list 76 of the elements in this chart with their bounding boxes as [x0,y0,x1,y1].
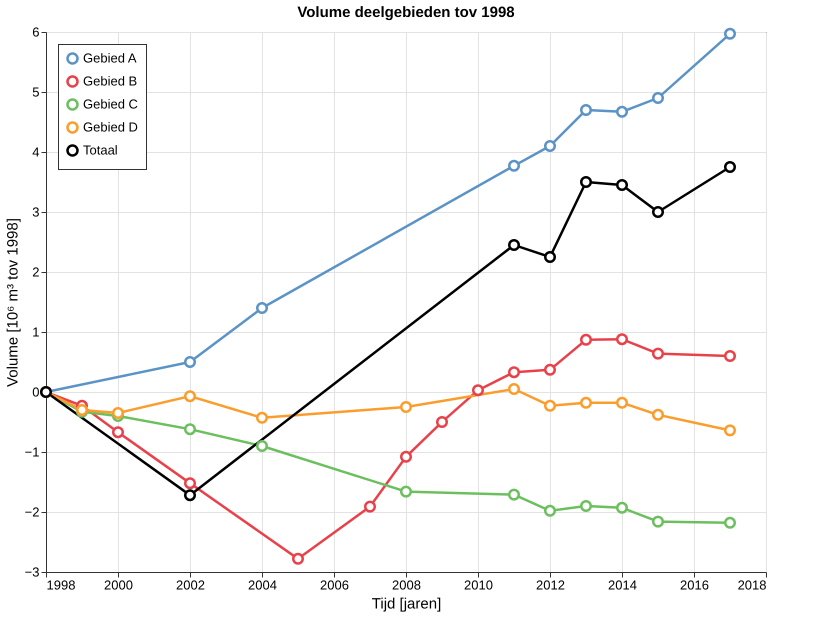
point [508,488,520,501]
point [400,450,412,463]
point [256,302,268,314]
y-tick-label: −2 [24,504,40,520]
point [400,401,412,413]
point [184,356,196,368]
x-tick-label: 2004 [248,578,277,592]
point [400,486,412,498]
point [184,390,196,402]
legend-label: Gebied D [83,120,138,134]
point [436,416,448,428]
point [184,477,196,490]
y-axis-title: Volume [10⁶ m³ tov 1998] [4,218,22,387]
point [580,176,592,188]
x-tick-label: 2010 [464,578,493,592]
point [616,502,628,514]
point [184,489,196,502]
point [652,408,664,421]
y-tick-label: −3 [24,564,40,580]
point [256,440,268,452]
x-axis-title: Tijd [jaren] [372,596,442,612]
point [544,140,556,152]
legend-label: Gebied B [83,74,138,88]
x-tick-label: 2016 [680,578,709,592]
x-tick-label: 2018 [738,578,766,592]
point [364,500,376,513]
chart-title: Volume deelgebieden tov 1998 [297,4,515,22]
point [580,500,592,512]
legend-label: Gebied A [83,50,137,66]
y-tick-label: 4 [32,144,40,160]
point [616,179,628,191]
x-tick-label: 2012 [536,578,565,592]
point [112,426,124,438]
point [724,350,736,362]
x-tick-label: 2014 [608,578,637,592]
point [292,552,304,565]
point [724,28,736,40]
legend-label: Totaal [83,142,118,158]
point [724,161,736,173]
point [544,504,556,517]
x-tick-label: 2008 [392,578,421,592]
point [544,251,556,263]
point [508,160,520,172]
y-tick-label: 3 [32,204,40,220]
point [256,412,268,424]
point [616,333,628,346]
x-tick-label: 1998 [46,578,76,592]
point [508,383,520,395]
point [508,366,520,378]
y-tick-label: 6 [32,24,40,40]
point [652,206,664,218]
point [652,516,664,528]
point [580,396,592,409]
point [112,407,124,419]
point [472,384,484,396]
x-tick-label: 2002 [176,578,205,592]
point [508,239,520,251]
point [724,424,736,436]
point [580,104,592,116]
legend-label: Gebied C [83,96,138,112]
point [184,423,196,436]
y-tick-label: 1 [32,324,40,340]
point [616,106,628,118]
point [652,348,664,360]
x-tick-label: 2000 [104,578,133,592]
point [580,334,592,346]
y-tick-label: −1 [24,444,40,460]
y-tick-label: 5 [32,84,40,100]
point [544,364,556,376]
y-tick-label: 2 [32,264,40,280]
point [652,92,664,104]
y-tick-label: 0 [32,384,40,400]
point [544,400,556,412]
point [724,516,736,529]
x-tick-label: 2006 [320,578,349,592]
point [616,396,628,409]
